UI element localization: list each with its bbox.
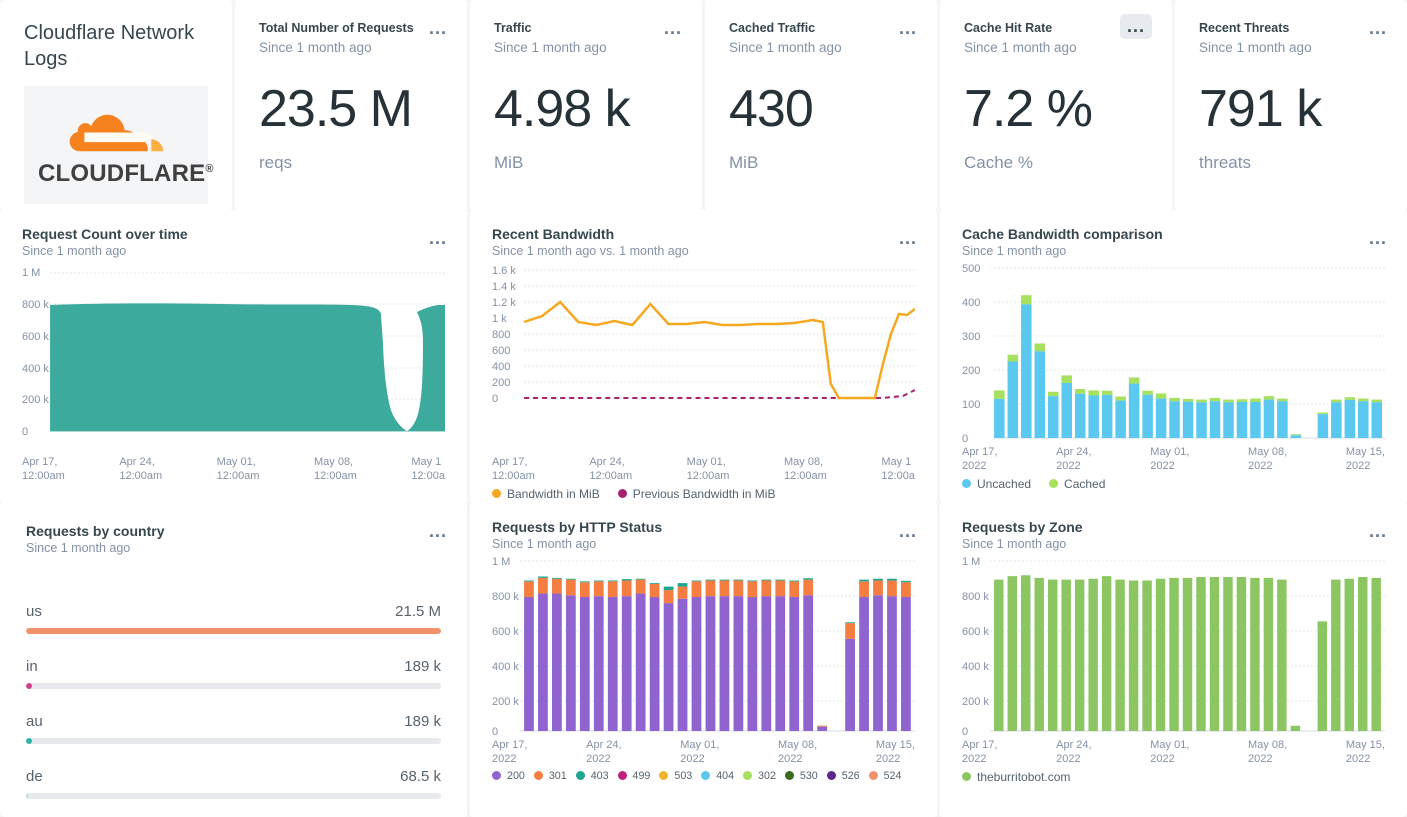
svg-text:800 k: 800 k <box>492 591 519 603</box>
svg-text:0: 0 <box>492 393 498 405</box>
svg-text:800: 800 <box>492 329 510 341</box>
svg-text:1.4 k: 1.4 k <box>492 281 516 293</box>
svg-text:1.6 k: 1.6 k <box>492 265 516 277</box>
svg-text:0: 0 <box>962 726 968 738</box>
svg-text:1 M: 1 M <box>492 557 510 568</box>
svg-text:400: 400 <box>492 361 510 373</box>
svg-text:1 M: 1 M <box>22 267 40 279</box>
svg-text:600: 600 <box>492 345 510 357</box>
svg-text:100: 100 <box>962 399 980 411</box>
svg-text:200 k: 200 k <box>962 696 989 708</box>
svg-text:800 k: 800 k <box>22 299 49 311</box>
svg-text:400 k: 400 k <box>22 363 49 375</box>
svg-text:300: 300 <box>962 331 980 343</box>
svg-text:0: 0 <box>962 433 968 445</box>
svg-text:400 k: 400 k <box>962 661 989 673</box>
svg-text:0: 0 <box>492 726 498 738</box>
svg-text:400: 400 <box>962 297 980 309</box>
svg-text:500: 500 <box>962 264 980 275</box>
svg-text:800 k: 800 k <box>962 591 989 603</box>
svg-text:200: 200 <box>492 377 510 389</box>
svg-text:200: 200 <box>962 365 980 377</box>
svg-text:200 k: 200 k <box>22 394 49 406</box>
svg-text:400 k: 400 k <box>492 661 519 673</box>
svg-text:1 M: 1 M <box>962 557 980 568</box>
svg-text:600 k: 600 k <box>22 331 49 343</box>
svg-text:600 k: 600 k <box>492 626 519 638</box>
svg-text:200 k: 200 k <box>492 696 519 708</box>
svg-text:600 k: 600 k <box>962 626 989 638</box>
svg-text:1.2 k: 1.2 k <box>492 297 516 309</box>
svg-text:1 k: 1 k <box>492 313 507 325</box>
svg-text:0: 0 <box>22 426 28 438</box>
